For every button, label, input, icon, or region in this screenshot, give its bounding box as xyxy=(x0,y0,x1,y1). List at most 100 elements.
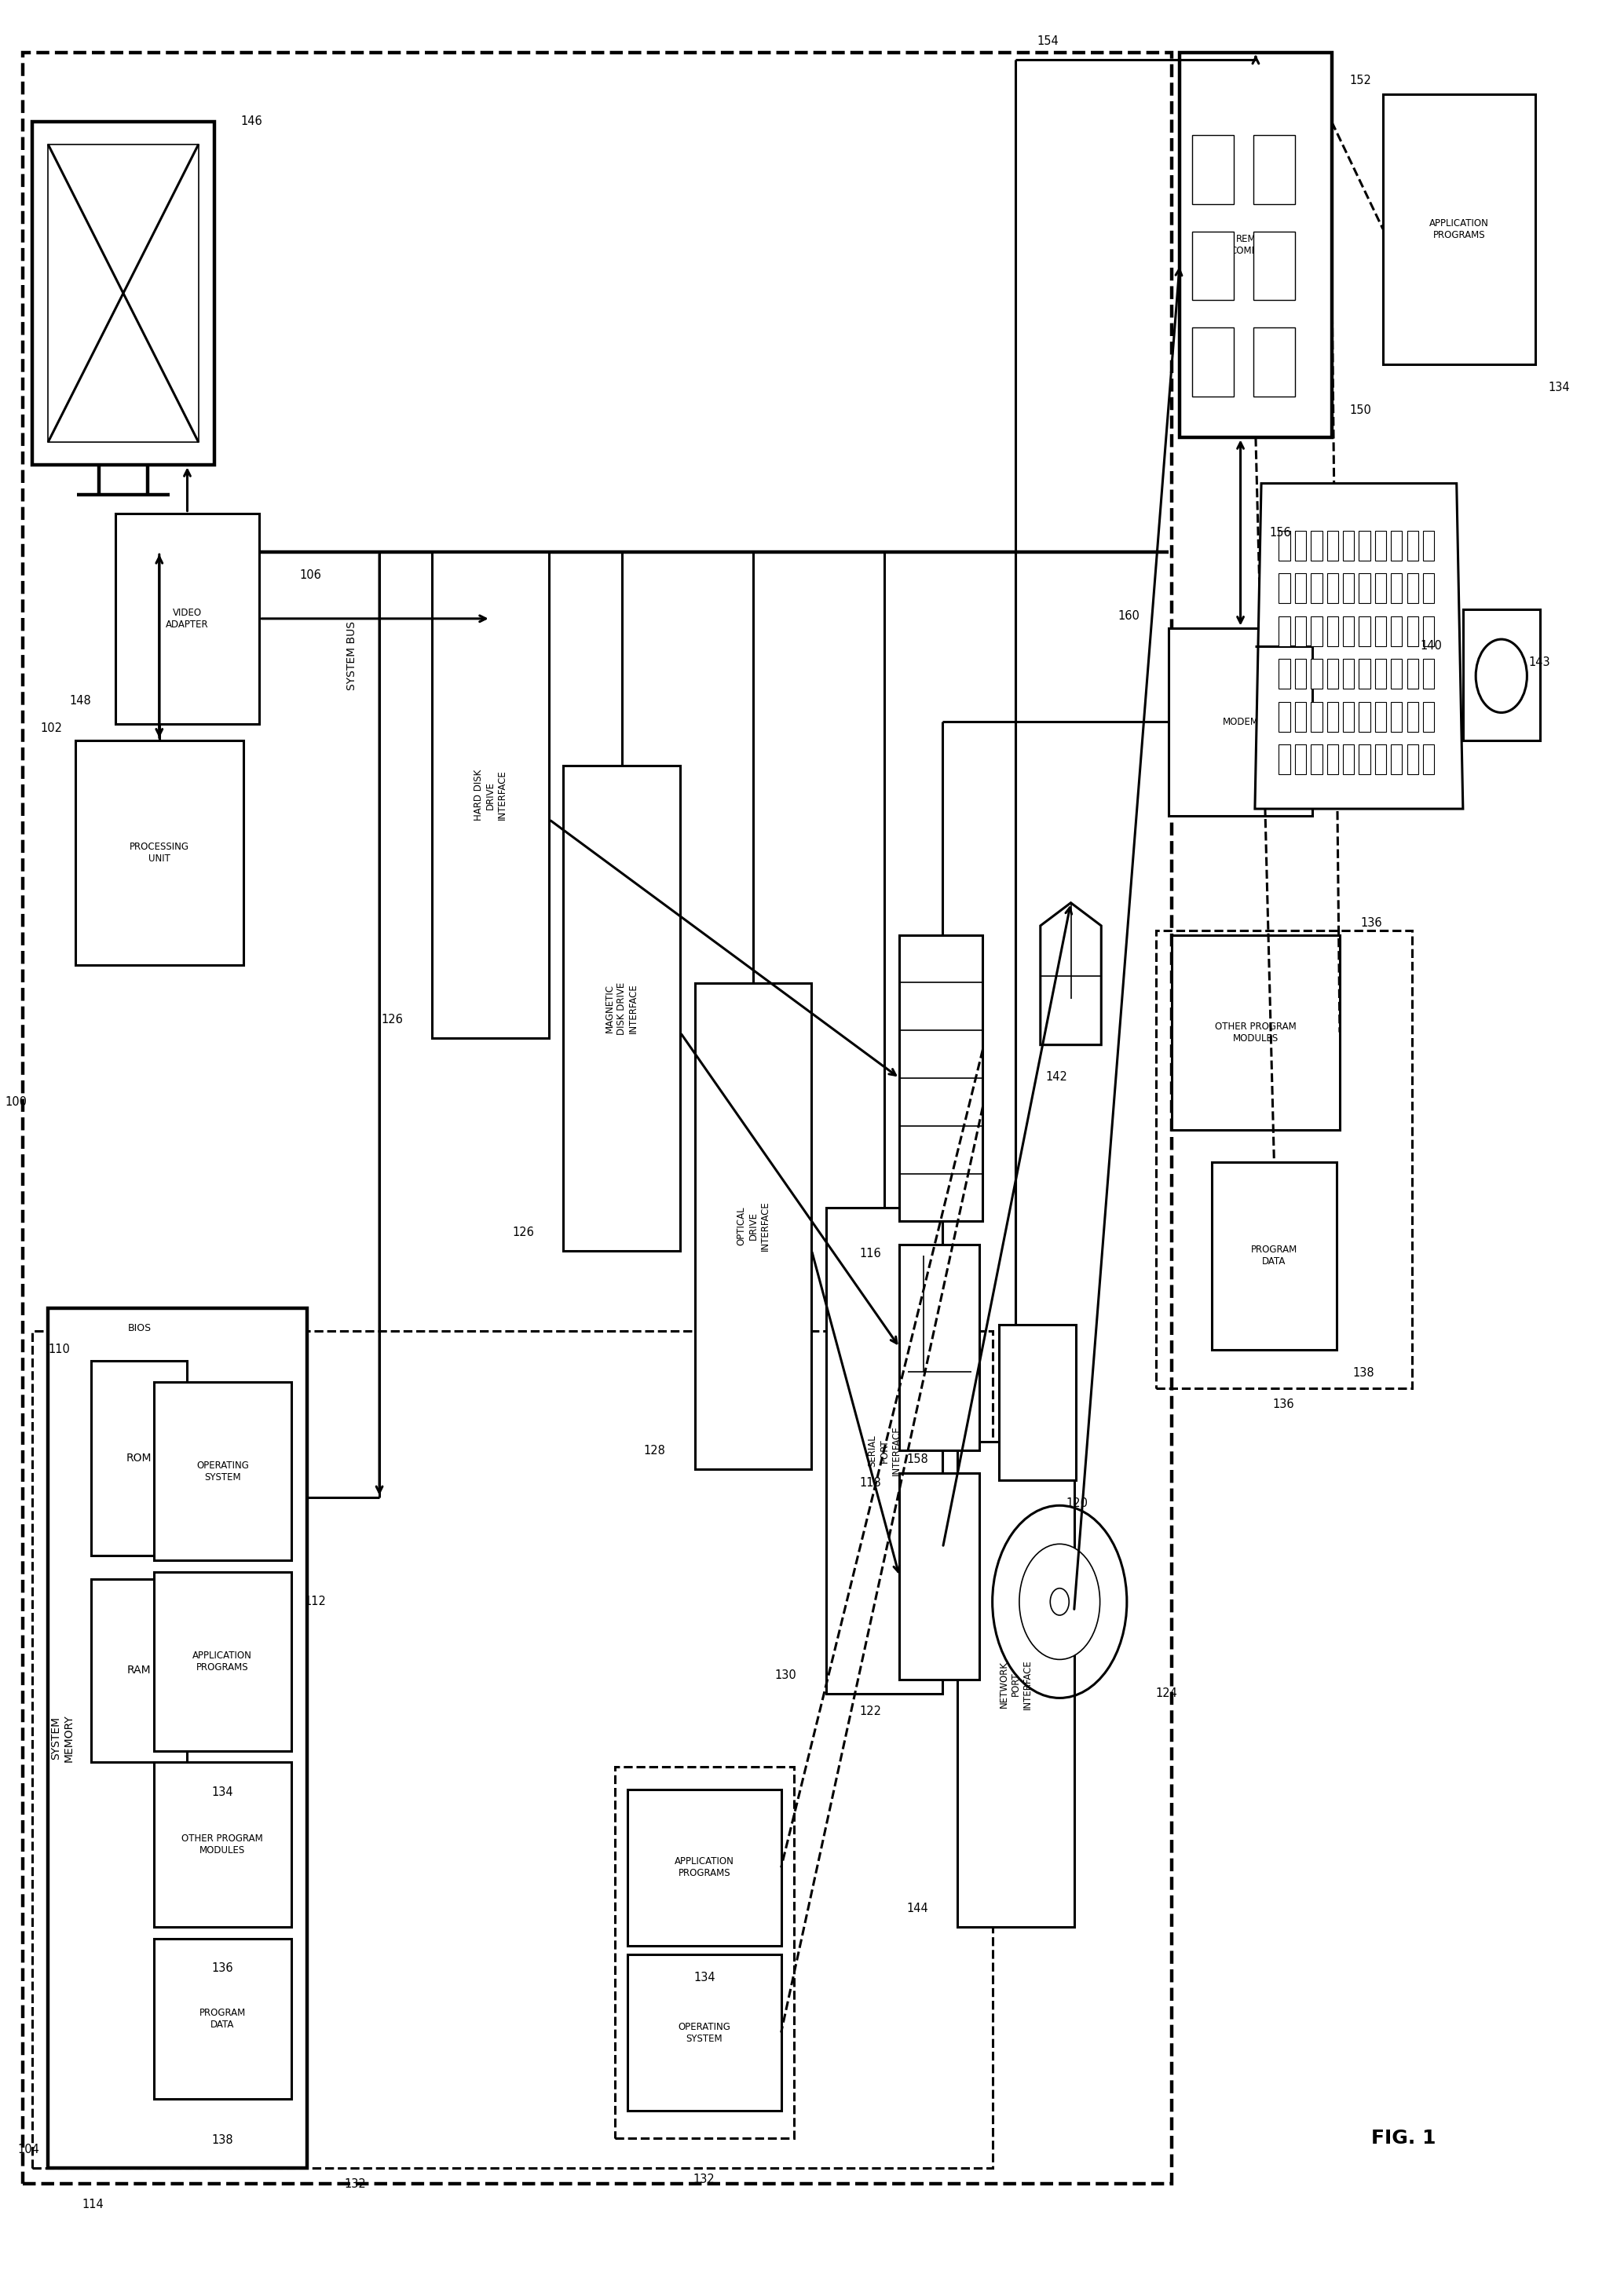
Bar xyxy=(48,1309,307,2167)
Bar xyxy=(1343,574,1354,604)
Text: PROGRAM
DATA: PROGRAM DATA xyxy=(1251,1244,1298,1267)
Text: 104: 104 xyxy=(18,2144,40,2156)
Text: 152: 152 xyxy=(1349,73,1372,85)
Bar xyxy=(1407,744,1418,774)
Text: 148: 148 xyxy=(69,696,92,707)
Bar xyxy=(1278,615,1290,645)
Bar xyxy=(1391,744,1402,774)
Bar xyxy=(1343,659,1354,689)
Text: SERIAL
PORT
INTERFACE: SERIAL PORT INTERFACE xyxy=(867,1426,901,1476)
Bar xyxy=(1180,53,1331,439)
Bar xyxy=(432,551,549,1038)
Bar xyxy=(1423,530,1434,560)
Bar xyxy=(1294,659,1306,689)
Bar xyxy=(1391,530,1402,560)
Bar xyxy=(1278,659,1290,689)
Bar xyxy=(154,1761,291,1926)
Text: SYSTEM BUS: SYSTEM BUS xyxy=(347,620,358,689)
Text: 124: 124 xyxy=(1156,1688,1177,1699)
Text: 116: 116 xyxy=(859,1247,882,1258)
Bar xyxy=(1327,659,1338,689)
Bar xyxy=(1423,703,1434,732)
Bar xyxy=(1383,94,1535,365)
Text: 142: 142 xyxy=(1046,1070,1068,1084)
Bar xyxy=(22,53,1172,2183)
Text: 132: 132 xyxy=(344,2179,366,2190)
Bar xyxy=(628,1789,781,1945)
Text: 112: 112 xyxy=(305,1596,326,1607)
Text: 134: 134 xyxy=(212,1786,233,1798)
Bar xyxy=(1253,232,1294,301)
Text: 118: 118 xyxy=(859,1476,882,1488)
Bar xyxy=(1278,574,1290,604)
Bar xyxy=(1359,530,1370,560)
Bar xyxy=(154,1573,291,1752)
Bar xyxy=(615,1766,793,2138)
Bar xyxy=(1343,744,1354,774)
Text: 138: 138 xyxy=(1352,1366,1375,1378)
Bar xyxy=(1359,615,1370,645)
Bar xyxy=(1343,703,1354,732)
Bar xyxy=(1375,615,1386,645)
Bar xyxy=(1423,615,1434,645)
Text: OTHER PROGRAM
MODULES: OTHER PROGRAM MODULES xyxy=(1216,1022,1296,1042)
Text: APPLICATION
PROGRAMS: APPLICATION PROGRAMS xyxy=(675,1857,734,1878)
Bar xyxy=(1294,530,1306,560)
Text: 158: 158 xyxy=(906,1453,928,1465)
Text: 156: 156 xyxy=(1270,526,1291,540)
Text: 130: 130 xyxy=(776,1669,797,1681)
Bar xyxy=(1294,703,1306,732)
Text: 110: 110 xyxy=(48,1343,71,1355)
Text: 143: 143 xyxy=(1529,657,1551,668)
Bar xyxy=(92,1362,188,1557)
Bar xyxy=(1253,328,1294,397)
Text: OPERATING
SYSTEM: OPERATING SYSTEM xyxy=(196,1460,249,1483)
Bar xyxy=(695,983,811,1469)
Bar xyxy=(1343,530,1354,560)
Bar xyxy=(1407,574,1418,604)
Bar xyxy=(825,1208,943,1694)
Text: 134: 134 xyxy=(694,1972,715,1984)
Text: 146: 146 xyxy=(241,115,262,126)
Text: MODEM: MODEM xyxy=(1222,716,1259,728)
Bar xyxy=(116,514,259,723)
Bar xyxy=(899,1244,980,1451)
Bar xyxy=(1391,615,1402,645)
Text: ROM: ROM xyxy=(127,1453,153,1465)
Bar xyxy=(1310,744,1322,774)
Text: 126: 126 xyxy=(381,1015,403,1026)
Bar xyxy=(32,1332,993,2167)
Bar xyxy=(999,1325,1076,1481)
Text: 138: 138 xyxy=(212,2135,233,2147)
Bar xyxy=(1310,615,1322,645)
Bar xyxy=(899,1474,980,1681)
Bar xyxy=(1423,574,1434,604)
Bar xyxy=(1310,574,1322,604)
Bar xyxy=(1294,574,1306,604)
Bar xyxy=(1359,574,1370,604)
Bar xyxy=(1169,627,1312,815)
Bar xyxy=(1375,659,1386,689)
Text: FIG. 1: FIG. 1 xyxy=(1372,2128,1436,2147)
Text: 100: 100 xyxy=(5,1095,27,1109)
Bar xyxy=(1391,659,1402,689)
Bar xyxy=(1327,703,1338,732)
Bar xyxy=(1193,135,1233,204)
Bar xyxy=(1407,703,1418,732)
Text: APPLICATION
PROGRAMS: APPLICATION PROGRAMS xyxy=(1429,218,1489,241)
Bar xyxy=(1407,659,1418,689)
Text: 150: 150 xyxy=(1349,404,1372,416)
Bar xyxy=(1359,703,1370,732)
Polygon shape xyxy=(1463,608,1540,739)
Bar xyxy=(92,1580,188,1761)
Bar xyxy=(1294,615,1306,645)
Polygon shape xyxy=(32,122,215,466)
Text: HARD DISK
DRIVE
INTERFACE: HARD DISK DRIVE INTERFACE xyxy=(474,769,507,820)
Polygon shape xyxy=(1254,484,1463,808)
Bar xyxy=(1359,659,1370,689)
Text: RAM: RAM xyxy=(127,1665,151,1676)
Bar xyxy=(1359,744,1370,774)
Text: 102: 102 xyxy=(40,723,63,735)
Text: 136: 136 xyxy=(1360,918,1383,930)
Bar xyxy=(1407,615,1418,645)
